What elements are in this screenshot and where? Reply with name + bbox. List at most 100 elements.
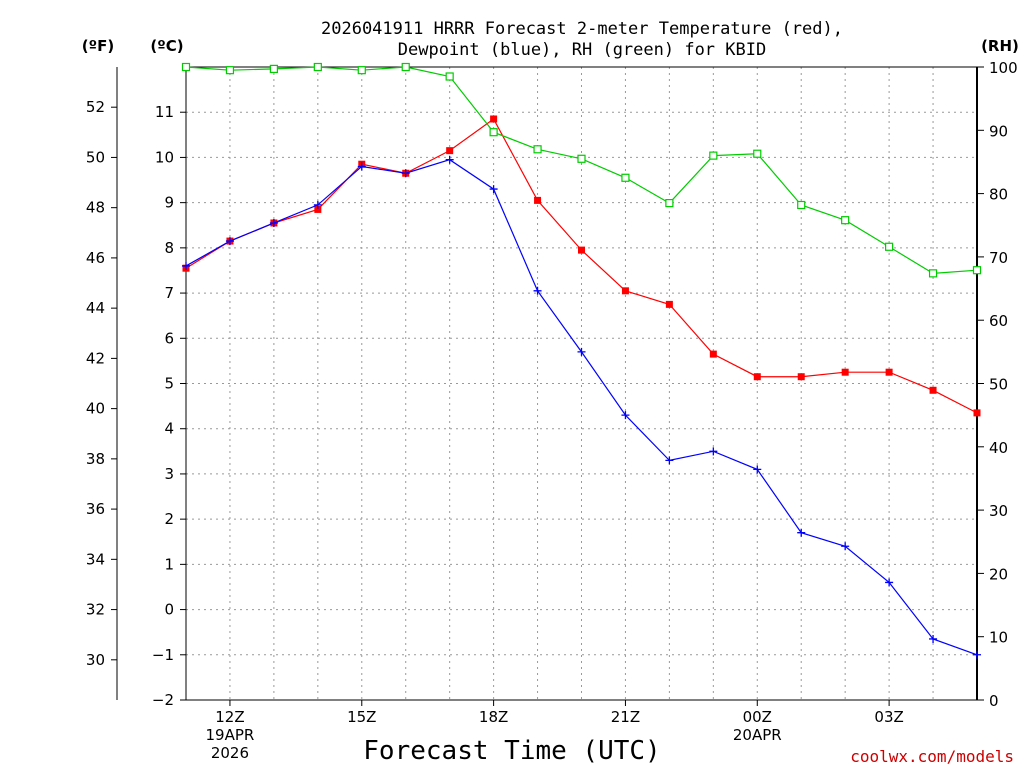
rh-point	[709, 151, 718, 160]
rh-tick-label: 40	[989, 439, 1008, 457]
chart-title-line-1: 2026041911 HRRR Forecast 2-meter Tempera…	[321, 19, 843, 39]
rh-point	[313, 62, 322, 72]
temperature-point	[885, 368, 893, 376]
temperature-point	[841, 368, 849, 376]
temperature-point	[490, 115, 498, 123]
data-series	[181, 62, 982, 659]
fahrenheit-tick-label: 38	[86, 450, 105, 468]
dewpoint-point	[225, 237, 234, 246]
rh-tick-label: 30	[989, 502, 1008, 520]
fahrenheit-tick-label: 30	[86, 651, 105, 669]
temperature-point	[709, 350, 717, 358]
rh-point	[577, 154, 586, 163]
celsius-tick-label: 3	[164, 465, 174, 483]
fahrenheit-tick-label: 36	[86, 500, 105, 518]
dewpoint-point	[577, 347, 586, 356]
rh-tick-label: 20	[989, 565, 1008, 583]
celsius-tick-label: 10	[155, 148, 174, 166]
temperature-point	[534, 196, 542, 204]
x-tick-label: 21Z	[611, 708, 640, 726]
dewpoint-point	[753, 465, 762, 474]
temperature-point	[621, 287, 629, 295]
dewpoint-point	[709, 447, 718, 456]
rh-point	[972, 266, 982, 275]
x-tick-label: 15Z	[347, 708, 376, 726]
rh-point	[269, 64, 278, 73]
celsius-unit-label: (ºC)	[150, 37, 183, 55]
celsius-tick-label: −2	[152, 691, 174, 709]
rh-point	[753, 149, 762, 158]
credit-text: coolwx.com/models	[850, 747, 1014, 766]
rh-tick-label: 10	[989, 629, 1008, 647]
x-tick-label: 2026	[211, 744, 249, 762]
tick-labels: −2−1012345678910113032343638404244464850…	[86, 59, 1018, 762]
rh-point	[797, 200, 806, 210]
dewpoint-point	[182, 261, 190, 270]
celsius-tick-label: 1	[164, 555, 174, 573]
dewpoint-point	[665, 456, 674, 465]
chart-title-line-2: Dewpoint (blue), RH (green) for KBID	[398, 40, 766, 60]
temperature-point	[665, 300, 673, 308]
dewpoint-point	[313, 200, 322, 209]
fahrenheit-tick-label: 32	[86, 601, 105, 619]
rh-point	[357, 66, 366, 75]
dewpoint-point	[841, 542, 850, 551]
rh-tick-label: 70	[989, 249, 1008, 267]
celsius-tick-label: 2	[164, 510, 174, 528]
dewpoint-point	[357, 162, 366, 171]
dewpoint-point	[533, 286, 542, 295]
temperature-point	[929, 386, 937, 394]
celsius-tick-label: 9	[164, 194, 174, 212]
x-tick-label: 03Z	[874, 708, 903, 726]
celsius-tick-label: 5	[164, 375, 174, 393]
rh-point	[841, 216, 850, 225]
x-tick-label: 19APR	[206, 726, 255, 744]
fahrenheit-unit-label: (ºF)	[82, 37, 114, 55]
rh-point	[928, 269, 938, 278]
celsius-tick-label: 7	[164, 284, 174, 302]
temperature-point	[314, 205, 322, 213]
rh-point	[445, 72, 454, 81]
fahrenheit-tick-label: 46	[86, 249, 105, 267]
rh-point	[401, 62, 410, 72]
rh-unit-label: (RH)	[981, 37, 1019, 55]
x-tick-label: 20APR	[733, 726, 782, 744]
celsius-tick-label: −1	[152, 646, 174, 664]
temperature-point	[578, 246, 585, 254]
x-tick-label: 18Z	[479, 708, 508, 726]
fahrenheit-tick-label: 52	[86, 98, 105, 116]
fahrenheit-tick-label: 40	[86, 400, 105, 418]
celsius-tick-label: 8	[164, 239, 174, 257]
rh-point	[621, 173, 630, 182]
rh-tick-label: 60	[989, 312, 1008, 330]
x-tick-label: 12Z	[215, 708, 244, 726]
dewpoint-point	[797, 528, 806, 537]
temperature-point	[797, 373, 805, 381]
rh-tick-label: 90	[989, 122, 1008, 140]
dewpoint-point	[885, 578, 894, 587]
dewpoint-point	[621, 411, 630, 420]
dewpoint-point	[445, 155, 454, 164]
axes	[111, 66, 984, 706]
celsius-tick-label: 11	[155, 103, 174, 121]
temperature-point	[753, 373, 761, 381]
x-axis-title: Forecast Time (UTC)	[363, 736, 660, 766]
rh-tick-label: 80	[989, 186, 1008, 204]
dewpoint-point	[401, 169, 410, 178]
rh-point	[489, 128, 498, 137]
rh-point	[181, 62, 191, 72]
celsius-tick-label: 6	[164, 329, 174, 347]
rh-tick-label: 50	[989, 376, 1008, 394]
rh-point	[885, 242, 894, 251]
fahrenheit-tick-label: 42	[86, 349, 105, 367]
fahrenheit-tick-label: 48	[86, 199, 105, 217]
rh-point	[665, 198, 674, 208]
dewpoint-point	[489, 185, 498, 194]
rh-point	[533, 145, 542, 154]
fahrenheit-tick-label: 34	[86, 550, 105, 568]
dewpoint-point	[269, 218, 278, 227]
rh-tick-label: 0	[989, 692, 999, 710]
rh-tick-label: 100	[989, 59, 1018, 77]
dewpoint-point	[973, 650, 981, 659]
